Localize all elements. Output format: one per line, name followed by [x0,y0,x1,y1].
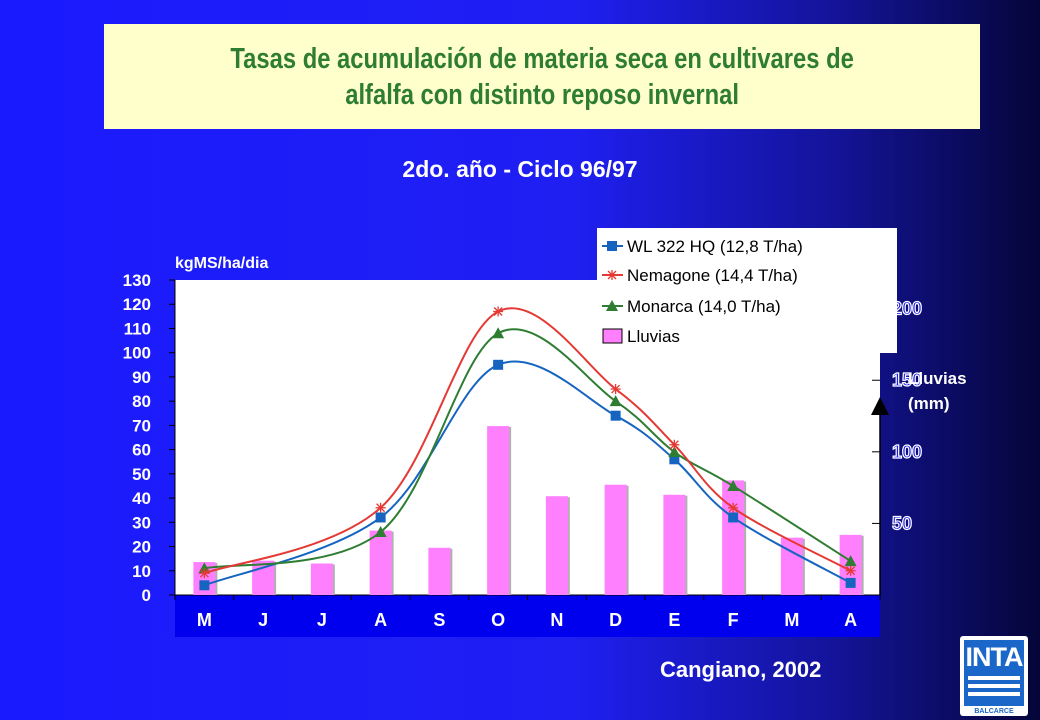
bar [310,563,333,595]
data-point-triangle [492,327,505,339]
x-tick-label: E [668,610,680,630]
chart-title-line-1: Tasas de acumulación de materia seca en … [230,42,854,75]
data-point-triangle [606,300,618,311]
data-point-asterisk [607,270,617,280]
data-point-square [669,454,680,465]
x-tick-label: D [609,610,622,630]
inta-logo: INTA BALCARCE [960,636,1028,716]
logo-text: INTA [965,642,1024,672]
data-point-square [199,580,210,591]
bar [722,480,745,595]
y-tick-label: 100 [123,344,151,363]
y2-axis-arrow [871,397,889,415]
y2-axis-label-line-2: (mm) [908,394,950,413]
x-tick-label: A [374,610,387,630]
y-tick-label: 0 [142,586,151,605]
legend-swatch [602,328,623,344]
bar [545,496,568,595]
y-tick-label: 130 [123,271,151,290]
data-point-triangle [727,479,740,491]
x-tick-label: J [317,610,327,630]
y2-tick-label: 200 [892,299,922,319]
data-point-asterisk [199,568,210,579]
data-point-asterisk [610,384,621,395]
x-tick-label: N [550,610,563,630]
x-tick-label: A [844,610,857,630]
y-tick-label: 70 [132,416,151,435]
bar [604,484,627,595]
chart-subtitle: 2do. año - Ciclo 96/97 [402,156,638,182]
x-tick-label: F [728,610,739,630]
bar [780,537,803,595]
y2-tick-label: 100 [892,442,922,462]
y2-tick-label: 50 [892,513,912,533]
y-tick-label: 20 [132,538,151,557]
y-tick-label: 30 [132,513,151,532]
bar [487,426,510,595]
bar [369,530,392,595]
data-point-square [493,359,504,370]
y-tick-label: 80 [132,392,151,411]
legend-label: Monarca (14,0 T/ha) [627,297,781,316]
logo-subtitle: BALCARCE [974,708,1014,715]
y-tick-label: 90 [132,368,151,387]
y-tick-label: 40 [132,489,151,508]
chart-title-line-2: alfalfa con distinto reposo invernal [345,78,739,111]
x-tick-label: S [433,610,445,630]
data-point-asterisk [669,439,680,450]
legend-box [597,228,897,353]
y-tick-label: 50 [132,465,151,484]
bar [193,562,216,595]
data-point-triangle [374,526,387,537]
data-point-triangle [844,555,857,567]
y-tick-label: 110 [124,319,151,338]
legend-label: Lluvias [627,327,680,346]
x-tick-label: O [491,610,505,630]
data-point-asterisk [845,565,856,576]
y-tick-label: 120 [123,295,151,314]
y-axis-label: kgMS/ha/dia [175,255,268,272]
data-point-asterisk [375,502,386,513]
y2-axis-label-line-1: Lluvias [908,369,967,388]
legend-label: WL 322 HQ (12,8 T/ha) [627,237,803,256]
y-tick-label: 10 [132,562,151,581]
data-point-triangle [668,446,681,458]
x-axis-band [175,595,880,637]
data-point-square [607,241,617,251]
data-point-asterisk [493,306,504,317]
data-point-square [375,512,386,523]
data-point-square [610,410,621,421]
x-tick-label: M [784,610,799,630]
data-point-asterisk [728,502,739,513]
x-tick-label: M [197,610,212,630]
data-point-square [728,512,739,523]
y-tick-label: 60 [132,441,151,460]
y2-tick-label: 150 [892,370,922,390]
source-citation: Cangiano, 2002 [660,657,822,682]
legend-label: Nemagone (14,4 T/ha) [627,266,798,285]
title-box: Tasas de acumulación de materia seca en … [104,24,980,129]
bar [428,547,451,595]
bar [663,494,686,595]
x-tick-label: J [258,610,268,630]
data-point-square [845,577,856,588]
data-point-triangle [609,395,622,407]
